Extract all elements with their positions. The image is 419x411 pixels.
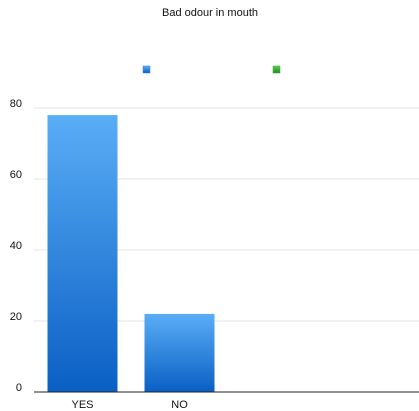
y-tick-label: 40 [10, 240, 22, 252]
x-tick-label: YES [71, 399, 93, 411]
bar [47, 115, 118, 392]
legend-swatch [142, 65, 151, 74]
y-tick-label: 60 [10, 169, 22, 181]
y-tick-label: 20 [10, 311, 22, 323]
y-tick-label: 80 [10, 98, 22, 110]
bar [144, 313, 215, 392]
y-tick-label: 0 [16, 382, 22, 394]
chart-title: Bad odour in mouth [162, 7, 258, 19]
x-tick-label: NO [171, 399, 188, 411]
legend-swatch [272, 65, 281, 74]
